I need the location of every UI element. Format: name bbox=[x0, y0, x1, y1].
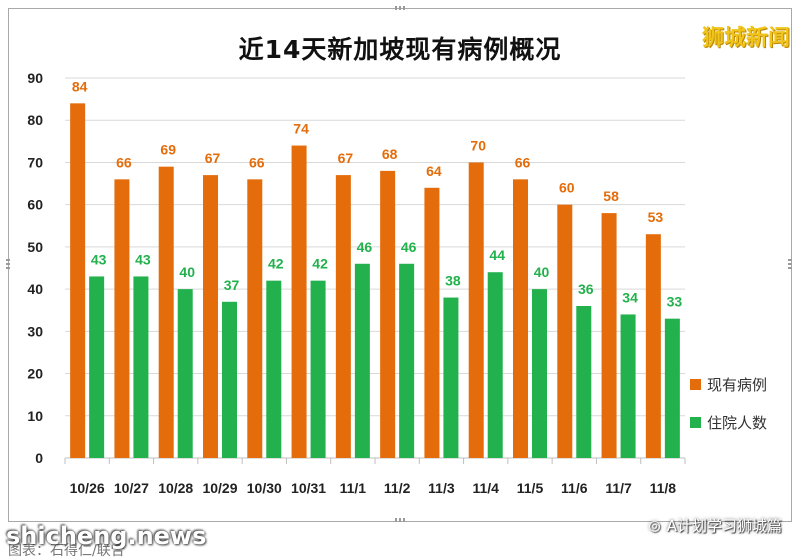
bar-series-1 bbox=[247, 179, 263, 459]
bar-series-2 bbox=[310, 280, 326, 458]
data-label-series-1: 67 bbox=[205, 150, 221, 166]
bar-series-2 bbox=[664, 318, 680, 458]
y-tick-label: 0 bbox=[35, 450, 43, 466]
site-watermark: shicheng.news bbox=[6, 522, 207, 550]
chart-legend: 现有病例 住院人数 bbox=[690, 374, 767, 450]
bar-series-1 bbox=[114, 179, 130, 459]
y-tick-label: 20 bbox=[27, 366, 43, 382]
legend-item-series-1: 现有病例 bbox=[690, 374, 767, 394]
bar-series-2 bbox=[443, 297, 459, 458]
data-label-series-1: 64 bbox=[426, 163, 442, 179]
account-tag: ◎ A计划学习狮城篇 bbox=[649, 515, 782, 536]
bar-series-2 bbox=[222, 301, 237, 458]
bar-series-1 bbox=[645, 234, 661, 458]
wechat-icon: ◎ bbox=[648, 517, 661, 534]
y-tick-label: 60 bbox=[27, 197, 43, 213]
data-label-series-1: 66 bbox=[249, 154, 265, 170]
legend-label-series-1: 现有病例 bbox=[707, 375, 768, 394]
x-tick-label: 11/6 bbox=[561, 480, 588, 496]
y-tick-label: 80 bbox=[27, 112, 43, 128]
x-tick-label: 11/2 bbox=[384, 480, 411, 496]
bar-series-2 bbox=[399, 263, 415, 458]
x-tick-label: 11/7 bbox=[605, 480, 632, 496]
x-tick-label: 10/27 bbox=[114, 480, 149, 496]
y-tick-label: 70 bbox=[27, 154, 43, 170]
bar-series-1 bbox=[513, 179, 528, 459]
bar-series-2 bbox=[487, 272, 503, 458]
bar-series-1 bbox=[203, 175, 218, 458]
data-label-series-1: 66 bbox=[116, 154, 132, 170]
bar-series-2 bbox=[620, 314, 636, 458]
legend-swatch-series-2 bbox=[690, 416, 701, 428]
data-label-series-1: 67 bbox=[338, 150, 354, 166]
bar-series-2 bbox=[177, 289, 193, 458]
y-tick-label: 10 bbox=[27, 408, 43, 424]
bar-series-1 bbox=[70, 103, 86, 458]
x-tick-label: 10/31 bbox=[291, 480, 326, 496]
bar-series-2 bbox=[532, 289, 547, 458]
data-label-series-1: 58 bbox=[603, 188, 619, 204]
data-label-series-2: 43 bbox=[91, 251, 107, 267]
x-tick-label: 11/5 bbox=[517, 480, 544, 496]
legend-label-series-2: 住院人数 bbox=[707, 413, 768, 432]
data-label-series-2: 40 bbox=[534, 264, 550, 280]
bar-series-1 bbox=[424, 187, 440, 458]
resize-handle-top[interactable] bbox=[395, 6, 405, 10]
x-tick-label: 11/8 bbox=[650, 480, 677, 496]
data-label-series-1: 53 bbox=[648, 209, 664, 225]
data-label-series-2: 43 bbox=[135, 251, 151, 267]
x-tick-label: 11/4 bbox=[472, 480, 499, 496]
brand-logo: 狮城新闻 bbox=[701, 25, 790, 51]
account-label: A计划学习狮城篇 bbox=[666, 517, 782, 535]
data-label-series-2: 40 bbox=[179, 264, 195, 280]
data-label-series-2: 44 bbox=[489, 247, 505, 263]
source-caption: 图表：石得仁/联合 bbox=[8, 543, 125, 559]
resize-handle-right[interactable] bbox=[788, 259, 792, 269]
y-tick-label: 40 bbox=[27, 281, 43, 297]
resize-handle-left[interactable] bbox=[6, 259, 10, 269]
data-label-series-1: 68 bbox=[382, 146, 398, 162]
bar-series-1 bbox=[601, 213, 617, 458]
bar-series-2 bbox=[266, 280, 282, 458]
bar-series-1 bbox=[380, 170, 396, 458]
resize-handle-bottom[interactable] bbox=[395, 518, 405, 522]
bar-series-1 bbox=[468, 162, 484, 458]
x-tick-label: 10/26 bbox=[70, 480, 105, 496]
bar-series-2 bbox=[354, 263, 370, 458]
data-label-series-2: 37 bbox=[224, 277, 240, 293]
legend-item-series-2: 住院人数 bbox=[690, 412, 767, 432]
y-tick-label: 50 bbox=[27, 239, 43, 255]
x-tick-label: 11/3 bbox=[428, 480, 455, 496]
legend-swatch-series-1 bbox=[690, 378, 701, 390]
bar-series-2 bbox=[89, 276, 105, 458]
data-label-series-2: 42 bbox=[268, 256, 284, 272]
x-tick-label: 10/28 bbox=[158, 480, 193, 496]
data-label-series-2: 42 bbox=[312, 256, 328, 272]
data-label-series-2: 46 bbox=[357, 239, 373, 255]
bar-series-1 bbox=[291, 145, 307, 459]
y-tick-label: 30 bbox=[27, 323, 43, 339]
x-tick-label: 11/1 bbox=[340, 480, 367, 496]
x-tick-label: 10/29 bbox=[202, 480, 237, 496]
data-label-series-2: 38 bbox=[445, 273, 461, 289]
x-tick-label: 10/30 bbox=[247, 480, 282, 496]
data-label-series-2: 36 bbox=[578, 281, 594, 297]
y-tick-label: 90 bbox=[27, 70, 43, 86]
data-label-series-2: 34 bbox=[622, 289, 638, 305]
chart-title: 近14天新加坡现有病例概况 bbox=[238, 35, 562, 64]
data-label-series-1: 74 bbox=[293, 121, 309, 137]
data-label-series-1: 69 bbox=[160, 142, 176, 158]
bar-series-2 bbox=[576, 306, 592, 458]
data-label-series-1: 66 bbox=[515, 154, 531, 170]
bar-series-1 bbox=[158, 166, 174, 458]
bar-series-2 bbox=[133, 276, 149, 458]
bar-series-1 bbox=[335, 175, 351, 458]
data-label-series-1: 60 bbox=[559, 180, 575, 196]
data-label-series-2: 46 bbox=[401, 239, 417, 255]
data-label-series-2: 33 bbox=[667, 294, 683, 310]
data-label-series-1: 70 bbox=[470, 137, 486, 153]
bar-series-1 bbox=[557, 204, 573, 458]
data-label-series-1: 84 bbox=[72, 78, 88, 94]
